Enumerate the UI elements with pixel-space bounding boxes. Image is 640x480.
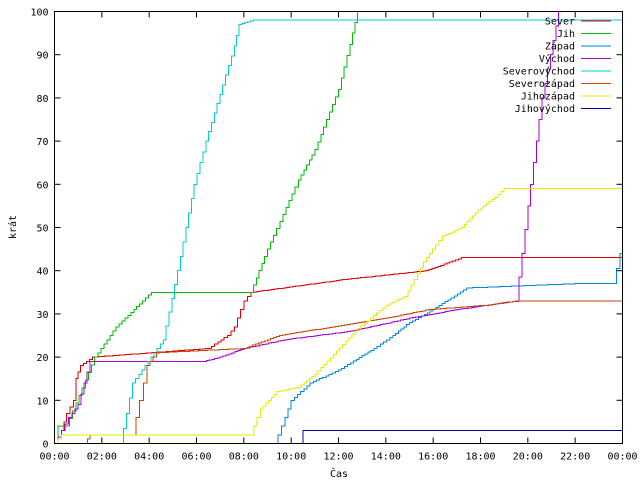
y-tick-label: 0: [42, 440, 48, 451]
y-tick-label: 50: [36, 224, 48, 235]
x-tick-label: 02:00: [87, 452, 117, 463]
x-tick-label: 04:00: [134, 452, 164, 463]
x-tick-label: 20:00: [513, 452, 543, 463]
x-axis-label: Čas: [330, 467, 348, 480]
x-tick-label: 22:00: [560, 452, 590, 463]
legend-label: Severozápad: [509, 78, 575, 90]
x-tick-label: 10:00: [276, 452, 306, 463]
x-tick-label: 12:00: [323, 452, 353, 463]
series-line-jihozápad: [54, 188, 623, 444]
legend-label: Jihozápad: [521, 91, 575, 103]
legend: SeverJihZápadVýchodSeverovýchodSeverozáp…: [503, 17, 611, 115]
series-line-západ: [274, 244, 623, 444]
x-tick-label: 14:00: [371, 452, 401, 463]
legend-label: Východ: [539, 53, 575, 65]
x-tick-label: 06:00: [181, 452, 211, 463]
legend-label: Západ: [545, 41, 575, 53]
y-tick-label: 60: [36, 180, 48, 191]
legend-label: Jih: [557, 29, 575, 40]
y-tick-label: 100: [30, 8, 48, 19]
y-tick-label: 90: [36, 51, 48, 62]
series-line-jih: [54, 11, 358, 444]
x-tick-label: 16:00: [418, 452, 448, 463]
legend-label: Severovýchod: [503, 66, 575, 78]
legend-label: Sever: [545, 17, 575, 28]
series-line-sever: [54, 257, 623, 444]
y-axis-label: krát: [7, 215, 19, 239]
y-tick-label: 20: [36, 353, 48, 364]
legend-label: Jihovýchod: [515, 103, 575, 115]
series-line-severovýchod: [120, 19, 623, 444]
x-tick-label: 08:00: [229, 452, 259, 463]
y-tick-label: 70: [36, 137, 48, 148]
series-line-východ: [54, 11, 560, 444]
x-tick-label: 18:00: [465, 452, 495, 463]
series-line-jihovýchod: [300, 430, 623, 444]
series-line-severozápad: [85, 300, 623, 444]
axis-ticks: 00:00 02:00 04:00 06:00 08:00 10:00 12:00 14:00…: [30, 8, 637, 463]
x-tick-label: 00:00: [39, 452, 69, 463]
y-tick-label: 30: [36, 310, 48, 321]
x-tick-label: 00:00: [607, 452, 637, 463]
series-layer: [54, 11, 623, 444]
y-tick-label: 10: [36, 396, 48, 407]
y-tick-label: 80: [36, 94, 48, 105]
y-tick-label: 40: [36, 267, 48, 278]
